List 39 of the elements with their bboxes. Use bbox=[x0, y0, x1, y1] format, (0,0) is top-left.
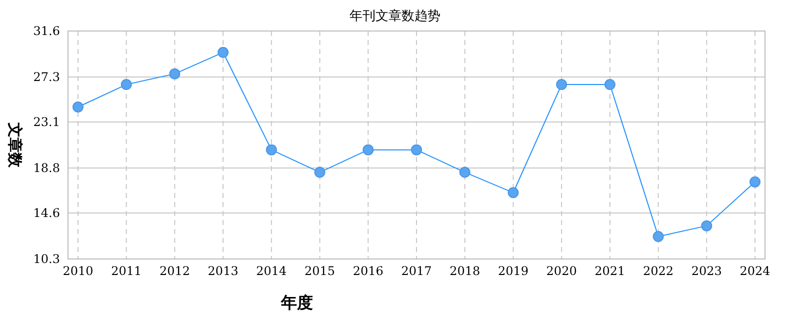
point bbox=[411, 144, 422, 156]
point bbox=[120, 79, 132, 90]
x-tick-label: 2016 bbox=[352, 264, 384, 278]
point bbox=[362, 144, 374, 156]
point bbox=[750, 176, 760, 188]
x-tick-label: 2018 bbox=[450, 264, 480, 278]
x-tick-label: 2021 bbox=[594, 264, 626, 278]
point bbox=[652, 231, 664, 242]
point bbox=[459, 166, 470, 178]
x-tick-label: 2022 bbox=[643, 264, 674, 278]
point bbox=[169, 68, 180, 80]
y-tick-label: 27.3 bbox=[33, 70, 60, 84]
point bbox=[556, 79, 568, 90]
y-tick-label: 31.6 bbox=[33, 24, 60, 38]
point bbox=[72, 102, 84, 112]
x-tick-label: 2017 bbox=[401, 264, 432, 278]
y-tick-label: 10.3 bbox=[33, 252, 60, 266]
point bbox=[266, 144, 277, 156]
x-tick-label: 2023 bbox=[691, 264, 722, 278]
point bbox=[701, 220, 712, 232]
point bbox=[314, 166, 326, 178]
y-axis-title: 文章数 bbox=[6, 122, 24, 168]
chart-title: 年刊文章数趋势 bbox=[350, 9, 440, 24]
point bbox=[508, 187, 519, 198]
x-tick-label: 2010 bbox=[62, 264, 94, 278]
x-tick-label: 2015 bbox=[304, 264, 336, 278]
x-tick-label: 2013 bbox=[208, 264, 238, 278]
x-tick-label: 2011 bbox=[111, 264, 142, 278]
y-tick-label: 23.1 bbox=[33, 114, 60, 129]
point bbox=[218, 46, 229, 58]
x-tick-label: 2012 bbox=[159, 264, 190, 278]
x-tick-label: 2014 bbox=[256, 264, 288, 278]
point bbox=[604, 79, 616, 90]
x-tick-label: 2024 bbox=[740, 264, 771, 278]
x-tick-label: 2019 bbox=[498, 264, 528, 278]
x-tick-label: 2020 bbox=[546, 264, 577, 278]
x-axis-title: 年度 bbox=[280, 293, 313, 312]
y-tick-label: 18.8 bbox=[33, 161, 60, 176]
y-tick-label: 14.6 bbox=[33, 206, 60, 220]
